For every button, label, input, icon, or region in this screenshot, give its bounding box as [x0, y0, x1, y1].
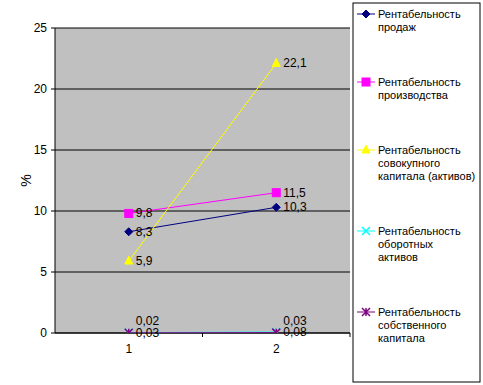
legend-line: производства — [378, 89, 449, 101]
legend-line: оборотных — [378, 238, 434, 250]
legend-label: Рентабельностьсовокупногокапитала (актив… — [378, 144, 475, 182]
marker — [125, 209, 133, 217]
x-tick — [202, 333, 203, 337]
grid-line — [55, 272, 350, 273]
legend-label: Рентабельностьсобственногокапитала — [378, 306, 461, 344]
grid-line — [55, 89, 350, 90]
data-label: 5,9 — [136, 254, 153, 268]
marker — [272, 58, 280, 66]
x-tick — [350, 333, 351, 337]
data-label: 8,3 — [136, 225, 153, 239]
marker — [125, 228, 133, 236]
y-tick-label: 0 — [40, 326, 47, 340]
x-tick-label: 1 — [125, 342, 132, 356]
data-label: 22,1 — [283, 56, 307, 70]
y-tick — [51, 89, 55, 90]
marker — [272, 203, 280, 211]
legend-line: совокупного — [378, 157, 440, 169]
series-line — [129, 63, 277, 261]
y-tick — [51, 211, 55, 212]
legend-label: Рентабельностьоборотныхактивов — [378, 225, 461, 263]
legend-marker — [362, 145, 370, 153]
data-label: 0,02 — [136, 314, 160, 328]
legend-label: Рентабельностьпроизводства — [378, 76, 461, 101]
legend-line: Рентабельность — [378, 76, 461, 88]
y-tick-label: 20 — [34, 82, 48, 96]
legend-label: Рентабельностьпродаж — [378, 8, 461, 33]
y-tick-label: 5 — [40, 265, 47, 279]
grid-line — [55, 28, 350, 29]
legend-line: Рентабельность — [378, 306, 461, 318]
legend-line: активов — [378, 251, 418, 263]
y-tick-label: 25 — [34, 21, 48, 35]
data-label: 0,03 — [283, 314, 307, 328]
legend-line: капитала (активов) — [378, 170, 475, 182]
y-tick-label: 15 — [34, 143, 48, 157]
x-tick-label: 2 — [273, 342, 280, 356]
legend-box — [353, 3, 480, 382]
legend-line: продаж — [378, 21, 416, 33]
legend-line: капитала — [378, 332, 426, 344]
y-tick — [51, 272, 55, 273]
legend-marker — [362, 10, 370, 18]
marker — [272, 329, 280, 333]
legend-line: собственного — [378, 319, 446, 331]
y-tick — [51, 150, 55, 151]
legend-marker — [362, 308, 370, 316]
legend-marker — [362, 78, 370, 86]
chart: 0 5 10 15 20 25 1 2% 8,3 10,3 9,8 11,5 5,9 22,1 0,03 0,… — [0, 0, 483, 385]
marker — [125, 256, 133, 264]
y-tick — [51, 333, 55, 334]
legend-marker — [362, 227, 370, 235]
marker — [272, 189, 280, 197]
series-group — [125, 58, 281, 333]
y-axis — [55, 28, 56, 333]
legend-line: Рентабельность — [378, 8, 461, 20]
y-tick-label: 10 — [34, 204, 48, 218]
marker — [125, 329, 133, 333]
background — [0, 0, 483, 385]
grid-line — [55, 150, 350, 151]
data-label: 11,5 — [283, 186, 306, 200]
data-label: 10,3 — [283, 200, 307, 214]
legend-line: Рентабельность — [378, 225, 461, 237]
data-label: 9,8 — [136, 206, 153, 220]
y-tick — [51, 28, 55, 29]
plot-area — [55, 28, 350, 333]
legend-line: Рентабельность — [378, 144, 461, 156]
y-axis-label: % — [18, 174, 34, 186]
